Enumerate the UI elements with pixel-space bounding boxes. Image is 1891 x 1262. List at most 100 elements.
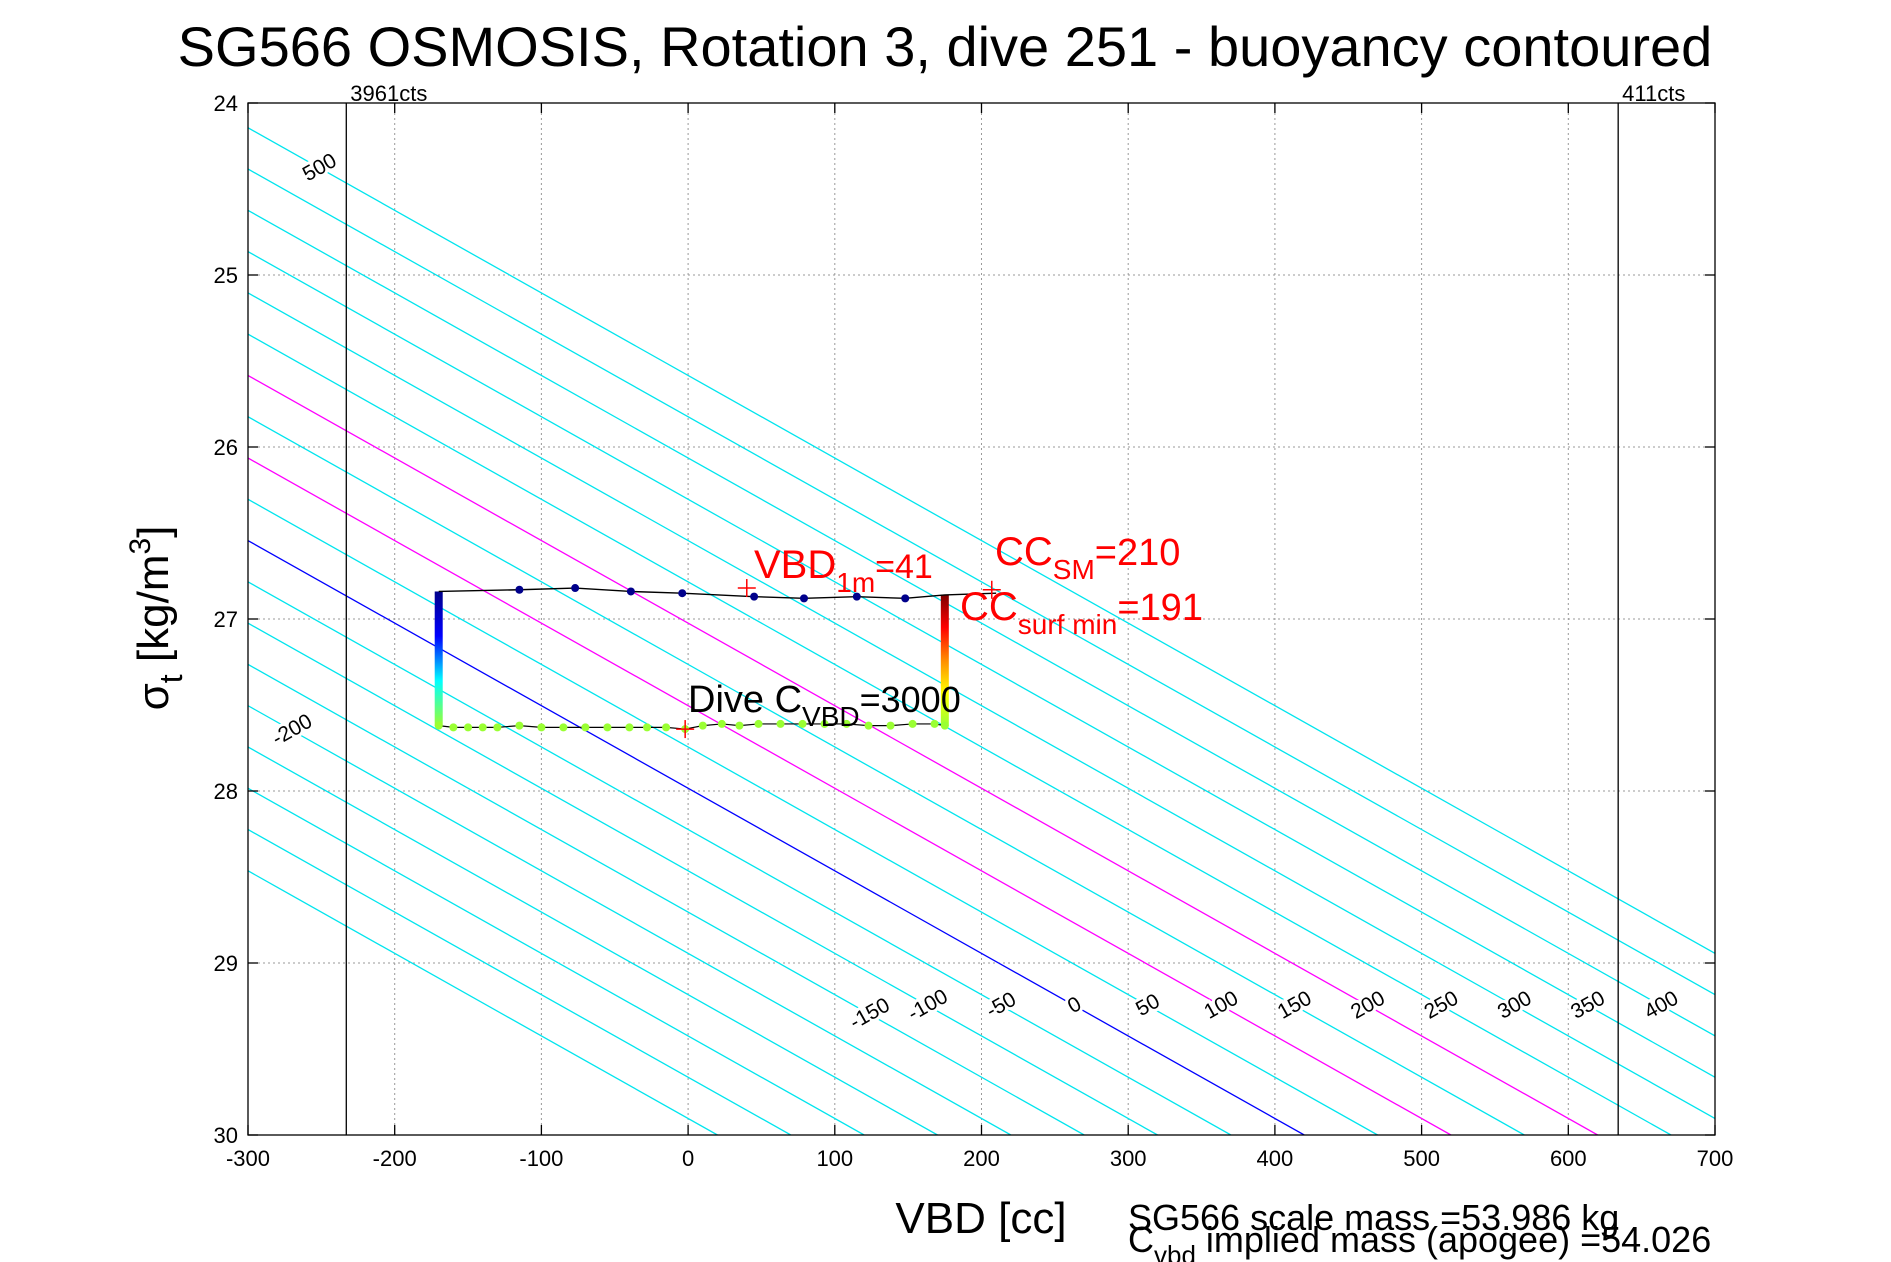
data-point	[493, 723, 502, 732]
y-axis-label: σt [kg/m3]	[124, 526, 189, 711]
buoyancy-contour-line	[248, 787, 865, 1135]
data-point	[864, 721, 873, 730]
buoyancy-contour-line	[248, 746, 938, 1135]
chart-title: SG566 OSMOSIS, Rotation 3, dive 251 - bu…	[178, 15, 1713, 78]
x-tick-label: 500	[1403, 1146, 1440, 1171]
data-point	[537, 723, 546, 732]
buoyancy-contour-line	[248, 622, 1158, 1135]
y-tick-label: 29	[214, 951, 238, 976]
data-point	[571, 584, 580, 593]
y-tick-label: 30	[214, 1123, 238, 1148]
y-tick-label: 25	[214, 263, 238, 288]
contour-label-bottom: -50	[982, 988, 1020, 1023]
scale-mass-note: SG566 scale mass =53.986 kg	[1128, 1197, 1619, 1238]
data-point	[698, 721, 707, 730]
buoyancy-contour-line	[248, 168, 1715, 996]
data-point	[750, 592, 759, 601]
buoyancy-contour-line	[248, 539, 1305, 1135]
vbd-limit-lines: 3961cts 411cts	[345, 81, 1685, 1135]
data-point	[852, 592, 861, 601]
svg-text:CCsurf min=191: CCsurf min=191	[960, 585, 1203, 640]
vbd-limit-label: 411cts	[1622, 81, 1685, 106]
buoyancy-contour-line	[248, 457, 1452, 1135]
y-tick-label: 24	[214, 91, 238, 116]
buoyancy-contour-line	[248, 581, 1232, 1135]
contour-label-bottom: 150	[1274, 987, 1316, 1024]
annotation-dive-cvbd: Dive CVBD=3000	[688, 679, 961, 732]
data-point	[449, 723, 458, 732]
y-tick-label: 27	[214, 607, 238, 632]
data-point	[735, 721, 744, 730]
contour-label-bottom: 200	[1347, 987, 1389, 1024]
svg-text:σt [kg/m3]: σt [kg/m3]	[124, 526, 189, 711]
data-point	[798, 719, 807, 728]
data-point	[717, 719, 726, 728]
data-point	[901, 594, 910, 603]
data-point	[886, 721, 895, 730]
buoyancy-contour-line	[248, 663, 1085, 1135]
data-point	[678, 589, 687, 598]
data-point	[515, 721, 524, 730]
buoyancy-contour-line	[248, 209, 1715, 1037]
data-point	[930, 719, 939, 728]
dive-vertical-segment	[434, 591, 443, 726]
data-point	[776, 719, 785, 728]
data-point	[603, 723, 612, 732]
y-tick-label: 26	[214, 435, 238, 460]
dive-vertical-segment	[940, 594, 949, 726]
buoyancy-contour-line	[248, 828, 792, 1135]
data-point	[842, 719, 851, 728]
annotation-cc-surf-min: CCsurf min=191	[960, 585, 1203, 640]
data-point	[820, 719, 829, 728]
data-point	[625, 723, 634, 732]
vbd-limit-label: 3961cts	[350, 81, 427, 106]
data-point	[581, 723, 590, 732]
buoyancy-contour-line	[248, 127, 1715, 955]
contour-label-bottom: 350	[1567, 987, 1609, 1024]
contour-label-top: 500	[299, 149, 341, 186]
data-point	[799, 594, 808, 603]
contour-label-bottom: 250	[1420, 987, 1462, 1024]
buoyancy-contour-line	[248, 415, 1525, 1135]
implied-mass-note: Cvbd implied mass (apogee) =54.026	[1128, 1219, 1711, 1262]
data-point	[559, 723, 568, 732]
buoyancy-contours	[248, 127, 1715, 1135]
y-tick-label: 28	[214, 779, 238, 804]
contour-label-bottom: 50	[1132, 989, 1164, 1021]
data-point	[754, 719, 763, 728]
buoyancy-contour-line	[248, 250, 1715, 1078]
data-point	[940, 721, 949, 730]
buoyancy-contour-line	[248, 498, 1378, 1135]
buoyancy-contour-line	[248, 333, 1672, 1135]
x-tick-label: 600	[1550, 1146, 1587, 1171]
x-axis-ticks: -300 -200 -100 0 100 200 300 400 500 600 700	[226, 103, 1733, 1171]
x-tick-label: 100	[816, 1146, 853, 1171]
x-tick-label: 300	[1110, 1146, 1147, 1171]
x-tick-label: -300	[226, 1146, 270, 1171]
x-tick-label: 700	[1697, 1146, 1734, 1171]
contour-label-bottom: 400	[1640, 987, 1682, 1024]
data-point	[908, 719, 917, 728]
contour-label-bottom: -150	[846, 993, 894, 1034]
contour-label-bottom: -100	[904, 985, 952, 1026]
contour-label-bottom: 0	[1064, 992, 1085, 1018]
svg-text:CCSM=210: CCSM=210	[995, 530, 1180, 585]
annotation-vbd-1m: VBD1m=41	[754, 543, 933, 598]
x-tick-label: -100	[519, 1146, 563, 1171]
x-tick-label: 0	[682, 1146, 694, 1171]
data-point	[434, 721, 443, 730]
data-point	[626, 587, 635, 596]
data-point	[515, 585, 524, 594]
x-tick-label: -200	[373, 1146, 417, 1171]
buoyancy-contour-line	[248, 292, 1715, 1120]
data-point	[464, 723, 473, 732]
annotation-cc-sm: CCSM=210	[995, 530, 1180, 585]
contour-label-bottom: 100	[1200, 987, 1242, 1024]
data-point	[643, 723, 652, 732]
buoyancy-contour-line	[248, 870, 718, 1135]
contour-label-top: -200	[268, 710, 316, 751]
x-tick-label: 400	[1257, 1146, 1294, 1171]
data-point	[662, 723, 671, 732]
contour-label-bottom: 300	[1494, 987, 1536, 1024]
